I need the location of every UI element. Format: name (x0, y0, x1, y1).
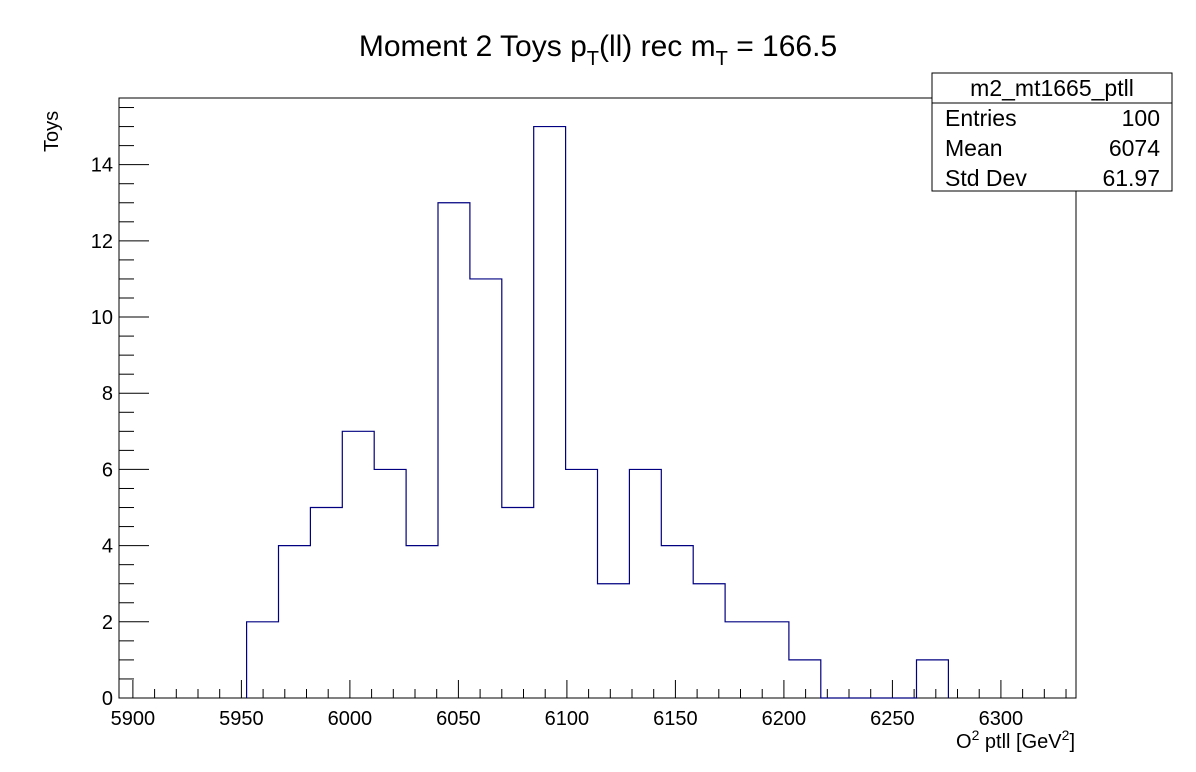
x-axis-label-post: ] (1069, 731, 1075, 753)
x-tick-label: 6150 (653, 708, 698, 730)
histogram-bin (693, 584, 725, 698)
x-axis-label-pre: O (956, 731, 972, 753)
stats-entries-value: 100 (1122, 105, 1160, 131)
histogram-bin (438, 203, 470, 698)
histogram-bin (725, 622, 757, 698)
x-tick-label: 6100 (545, 708, 590, 730)
y-tick-label: 2 (102, 612, 113, 634)
x-axis-ticks: 5900 5950 6000 6050 6100 6150 6200 6250 6300 (111, 680, 1067, 730)
stats-mean-label: Mean (945, 135, 1003, 161)
histogram-bin (629, 469, 661, 698)
x-tick-label: 6300 (979, 708, 1024, 730)
stats-mean-value: 6074 (1109, 135, 1160, 161)
histogram-bin (789, 660, 821, 698)
stats-entries-label: Entries (945, 105, 1017, 131)
chart-title-part2: (ll) rec m (599, 30, 716, 63)
y-axis-label: Toys (41, 111, 63, 152)
histogram-bin (247, 622, 279, 698)
histogram-bin (661, 546, 693, 698)
histogram-bin (470, 279, 502, 698)
y-tick-label: 0 (102, 688, 113, 710)
histogram-bin (534, 127, 566, 698)
histogram-outline (246, 125, 949, 699)
stats-stddev-value: 61.97 (1102, 165, 1160, 191)
y-axis-ticks: 0 2 4 6 8 10 12 14 (91, 107, 149, 710)
stats-box: m2_mt1665_ptll Entries 100 Mean 6074 Std… (931, 72, 1173, 192)
histogram-bin (279, 546, 311, 698)
histogram-bin (310, 508, 342, 698)
stats-box-name: m2_mt1665_ptll (970, 75, 1134, 101)
chart-title-sub1: T (587, 48, 599, 70)
y-tick-label: 6 (102, 459, 113, 481)
chart-title-part3: = 166.5 (728, 30, 837, 63)
stats-box-frame (931, 72, 1173, 192)
histogram-bin (598, 584, 630, 698)
x-tick-label: 6050 (436, 708, 481, 730)
chart-title-part1: Moment 2 Toys p (359, 30, 587, 63)
y-tick-label: 4 (102, 536, 113, 558)
histogram-bin (374, 469, 406, 698)
histogram-bin (342, 431, 374, 698)
x-axis-label-mid: ptll [GeV (979, 731, 1062, 753)
y-tick-label: 14 (91, 155, 113, 177)
y-tick-label: 10 (91, 307, 113, 329)
x-axis-label-sup1: 2 (972, 727, 980, 743)
x-tick-label: 6000 (328, 708, 373, 730)
x-tick-label: 6250 (870, 708, 915, 730)
chart-title: Moment 2 Toys pT(ll) rec mT = 166.5 (359, 30, 837, 70)
x-axis-label-sup2: 2 (1062, 727, 1070, 743)
histogram-bin (917, 660, 949, 698)
histogram-bin (502, 508, 534, 698)
x-tick-label: 5900 (111, 708, 156, 730)
x-axis-label: O2 ptll [GeV2] (956, 727, 1075, 753)
x-tick-label: 6200 (762, 708, 807, 730)
stats-stddev-label: Std Dev (945, 165, 1027, 191)
x-tick-label: 5950 (219, 708, 264, 730)
histogram-bin (406, 546, 438, 698)
histogram-bin (566, 469, 598, 698)
y-tick-label: 12 (91, 231, 113, 253)
plot-frame (118, 97, 1077, 699)
histogram-bins (247, 127, 949, 698)
chart-title-sub2: T (716, 48, 728, 70)
y-tick-label: 8 (102, 383, 113, 405)
